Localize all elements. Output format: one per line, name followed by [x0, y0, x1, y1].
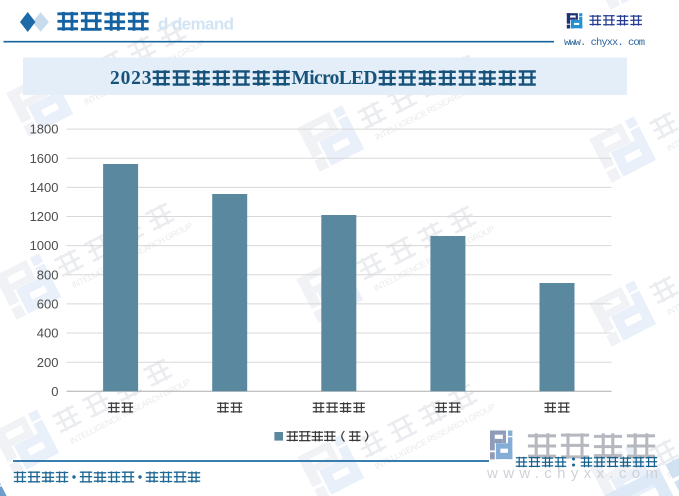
svg-text:800: 800 — [37, 267, 59, 282]
svg-text:400: 400 — [37, 326, 59, 341]
svg-text:MicroLED: MicroLED — [292, 68, 378, 89]
svg-text:1400: 1400 — [30, 180, 59, 195]
svg-text:1800: 1800 — [30, 122, 59, 137]
svg-text:200: 200 — [37, 355, 59, 370]
svg-text:600: 600 — [37, 297, 59, 312]
svg-text:www.chyxx.com: www.chyxx.com — [486, 465, 658, 482]
svg-text:2023: 2023 — [110, 68, 152, 89]
svg-text:d demand: d demand — [158, 15, 234, 34]
svg-text:1000: 1000 — [30, 238, 59, 253]
svg-text:1600: 1600 — [30, 151, 59, 166]
svg-text:www. chyxx. com: www. chyxx. com — [564, 37, 645, 49]
svg-text:0: 0 — [51, 384, 58, 399]
svg-text:1200: 1200 — [30, 209, 59, 224]
